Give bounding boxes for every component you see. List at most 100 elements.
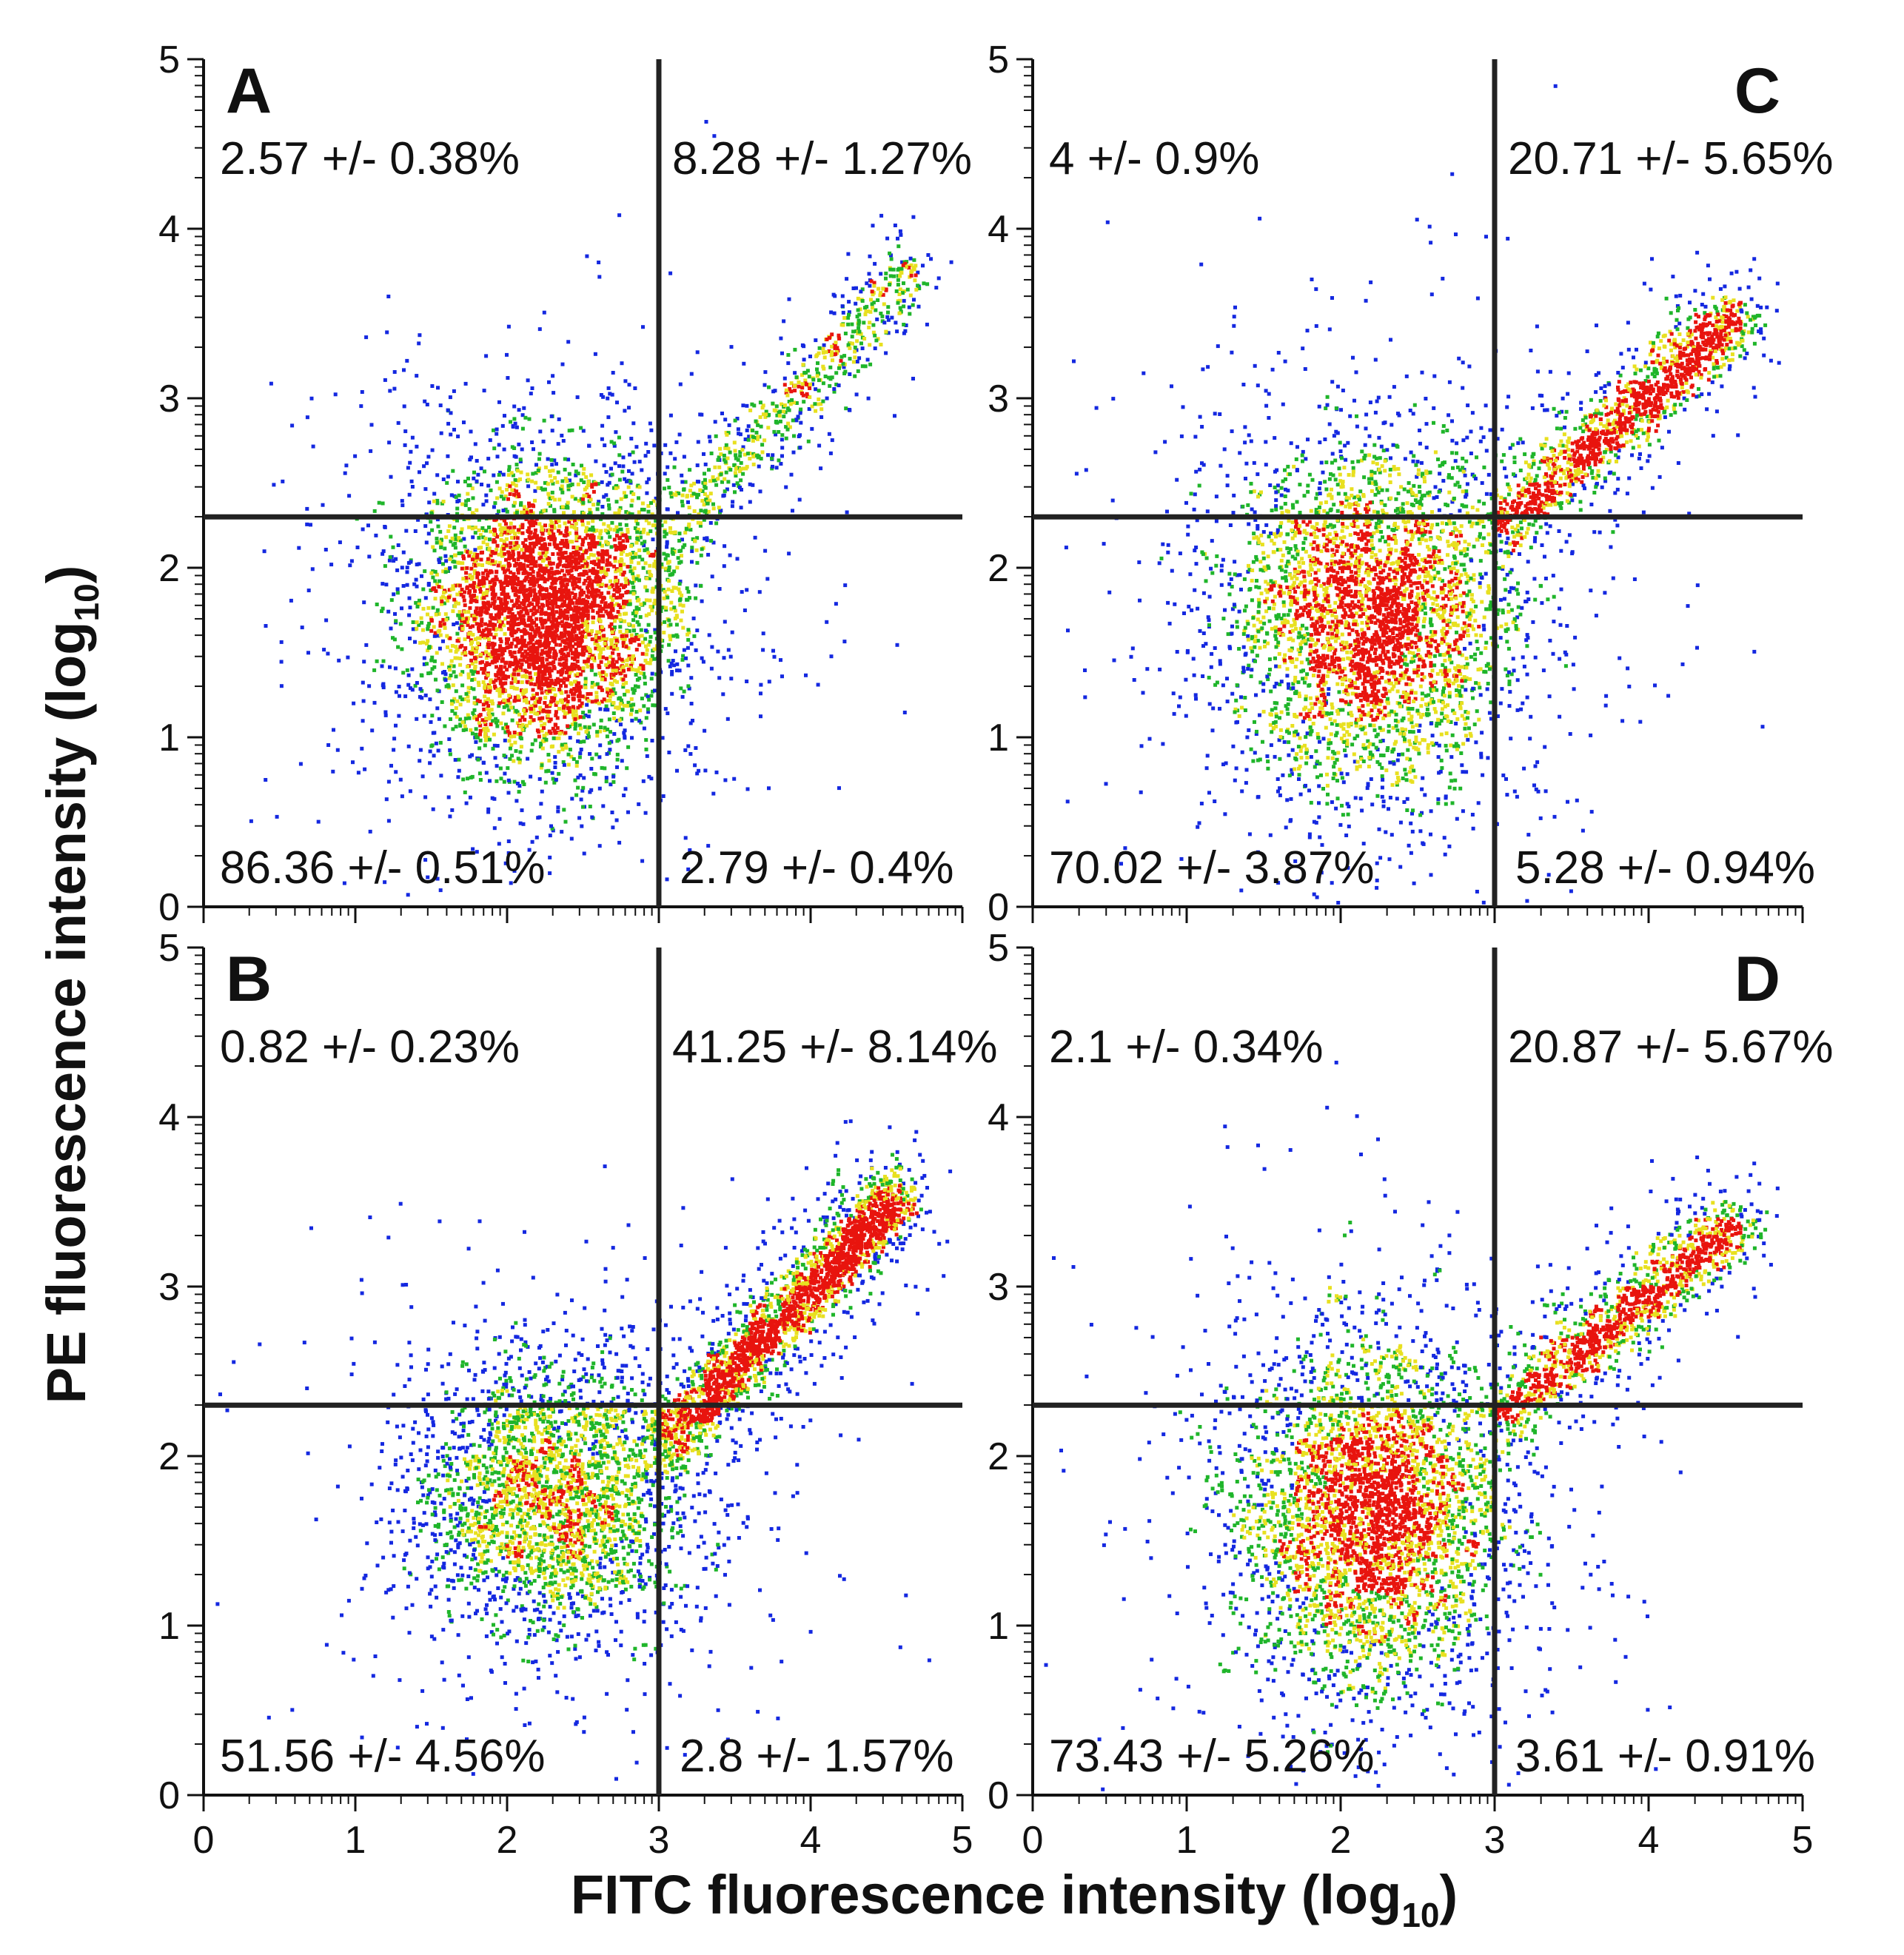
data-point bbox=[460, 720, 465, 725]
data-point bbox=[549, 562, 553, 566]
data-point bbox=[680, 609, 684, 614]
data-point bbox=[525, 549, 529, 553]
data-point bbox=[664, 531, 668, 536]
data-point bbox=[517, 790, 521, 794]
data-point bbox=[694, 746, 698, 750]
data-point bbox=[792, 383, 797, 388]
data-point bbox=[418, 748, 423, 752]
data-point bbox=[466, 699, 470, 703]
data-point bbox=[634, 684, 637, 688]
data-point bbox=[272, 483, 276, 487]
data-point bbox=[621, 549, 626, 554]
data-point bbox=[485, 661, 489, 665]
data-point bbox=[568, 736, 572, 740]
data-point bbox=[631, 687, 635, 691]
data-point bbox=[580, 788, 585, 793]
data-point bbox=[644, 518, 648, 523]
data-point bbox=[617, 435, 621, 440]
data-point bbox=[631, 591, 636, 596]
data-point bbox=[489, 654, 494, 659]
data-point bbox=[545, 550, 549, 554]
data-point bbox=[481, 540, 486, 545]
data-point bbox=[688, 848, 692, 852]
data-point bbox=[517, 530, 521, 534]
data-point bbox=[606, 483, 610, 487]
data-point bbox=[739, 478, 743, 483]
data-point bbox=[666, 477, 670, 482]
data-point bbox=[542, 537, 546, 541]
data-point bbox=[364, 643, 369, 647]
data-point bbox=[873, 333, 877, 338]
data-point bbox=[554, 628, 559, 633]
data-point bbox=[597, 844, 602, 848]
data-point bbox=[483, 734, 487, 739]
data-point bbox=[509, 580, 513, 584]
data-point bbox=[670, 691, 674, 696]
data-point bbox=[540, 716, 545, 720]
data-point bbox=[896, 301, 900, 305]
data-point bbox=[492, 473, 496, 477]
data-point bbox=[912, 258, 916, 262]
data-point bbox=[727, 423, 731, 427]
data-point bbox=[847, 312, 851, 317]
data-point bbox=[549, 566, 554, 571]
data-point bbox=[756, 423, 760, 427]
data-point bbox=[641, 566, 646, 570]
data-point bbox=[711, 791, 716, 796]
data-point bbox=[806, 439, 811, 443]
data-point bbox=[857, 320, 862, 324]
data-point bbox=[429, 520, 433, 524]
data-point bbox=[620, 361, 624, 366]
data-point bbox=[559, 546, 563, 551]
data-point bbox=[603, 603, 608, 608]
data-point bbox=[481, 671, 486, 675]
data-point bbox=[534, 471, 538, 475]
data-point bbox=[594, 482, 598, 486]
data-point bbox=[329, 563, 334, 567]
data-point bbox=[647, 774, 651, 779]
data-point bbox=[608, 694, 612, 699]
data-point bbox=[511, 423, 515, 428]
data-point bbox=[565, 614, 569, 619]
data-point bbox=[528, 633, 532, 637]
data-point bbox=[527, 504, 532, 509]
data-point bbox=[587, 527, 591, 531]
data-point bbox=[623, 409, 627, 413]
data-point bbox=[632, 637, 637, 642]
data-point bbox=[568, 642, 572, 646]
data-point bbox=[631, 702, 636, 707]
data-point bbox=[435, 608, 440, 612]
data-point bbox=[837, 336, 842, 341]
data-point bbox=[843, 332, 848, 335]
data-point bbox=[911, 303, 915, 307]
data-point bbox=[550, 696, 554, 700]
data-point bbox=[553, 682, 557, 686]
data-point bbox=[547, 542, 552, 546]
data-point bbox=[443, 546, 447, 551]
data-point bbox=[855, 360, 859, 363]
data-point bbox=[762, 438, 767, 443]
data-point bbox=[586, 583, 591, 588]
data-point bbox=[614, 640, 619, 645]
data-point bbox=[481, 584, 486, 588]
data-point bbox=[597, 275, 602, 279]
data-point bbox=[520, 617, 525, 622]
data-point bbox=[597, 608, 602, 612]
data-point bbox=[663, 443, 668, 447]
data-point bbox=[543, 651, 547, 655]
data-point bbox=[499, 646, 503, 651]
data-point bbox=[598, 707, 603, 711]
data-point bbox=[716, 457, 720, 462]
data-point bbox=[596, 574, 600, 579]
data-point bbox=[706, 552, 711, 557]
data-point bbox=[631, 585, 636, 589]
data-point bbox=[524, 643, 529, 648]
data-point bbox=[534, 580, 539, 584]
data-point bbox=[846, 315, 851, 320]
data-point bbox=[478, 728, 483, 733]
data-point bbox=[615, 529, 620, 534]
data-point bbox=[542, 509, 546, 513]
data-point bbox=[650, 671, 654, 676]
data-point bbox=[506, 791, 511, 795]
